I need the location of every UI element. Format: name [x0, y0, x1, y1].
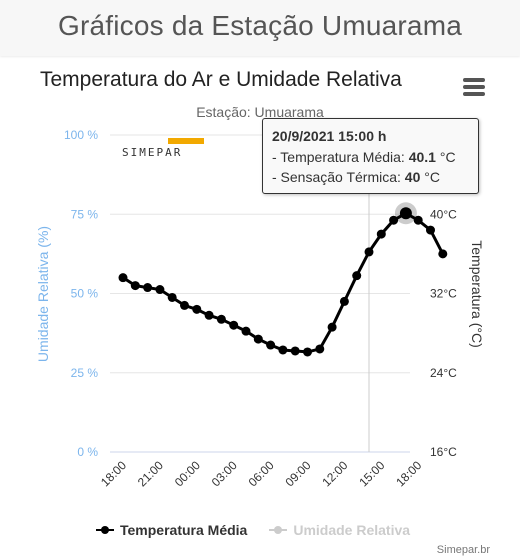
x-axis-ticks: 18:00 21:00 00:00 03:00 06:00 09:00 12:00 15:00…	[98, 458, 425, 489]
chart-subtitle: Estação: Umuarama	[196, 104, 324, 120]
x-axis-tick: 12:00	[319, 458, 350, 489]
right-axis-label: Temperatura (°C)	[469, 240, 485, 348]
left-axis-tick: 25 %	[71, 366, 99, 380]
temperature-point	[216, 314, 226, 324]
logo-text: SIMEPAR	[122, 146, 183, 159]
temperature-series	[118, 202, 448, 357]
legend-item-temperature[interactable]: Temperatura Média	[96, 522, 247, 538]
page-header: Gráficos da Estação Umuarama	[0, 0, 520, 56]
chart-plot: 0 %25 %50 %75 %100 % 16°C24°C32°C40°C48°…	[35, 128, 485, 489]
credits-link[interactable]: Simepar.br	[436, 544, 490, 556]
temperature-point	[413, 215, 423, 225]
legend-label-humidity: Umidade Relativa	[293, 522, 411, 538]
temperature-point	[253, 334, 263, 344]
temperature-point	[327, 322, 337, 332]
x-axis-tick: 15:00	[356, 458, 387, 489]
temperature-point	[130, 281, 140, 291]
temperature-point	[167, 292, 177, 302]
temperature-point	[180, 300, 189, 310]
left-axis-tick: 100 %	[64, 128, 98, 142]
temperature-point	[389, 215, 399, 225]
right-axis-tick: 16°C	[430, 445, 457, 459]
temperature-point	[399, 207, 412, 220]
right-axis-tick: 24°C	[430, 366, 457, 380]
x-axis-tick: 06:00	[246, 458, 277, 489]
x-axis-tick: 21:00	[135, 458, 166, 489]
tooltip-feel: - Sensação Térmica: 40 °C	[272, 169, 440, 185]
temperature-point	[241, 326, 251, 336]
temperature-point	[204, 310, 214, 320]
temperature-point	[364, 247, 374, 257]
tooltip-date: 20/9/2021 15:00 h	[272, 128, 387, 144]
temperature-point	[290, 346, 300, 356]
hamburger-menu-icon[interactable]	[463, 78, 485, 96]
temperature-point	[278, 345, 288, 355]
temperature-point	[339, 296, 349, 306]
chart-title: Temperatura do Ar e Umidade Relativa	[40, 68, 402, 91]
x-axis-tick: 00:00	[172, 458, 203, 489]
temperature-point	[303, 347, 312, 357]
legend-label-temperature: Temperatura Média	[120, 522, 248, 538]
left-axis-ticks: 0 % 25 % 50 % 75 % 100 %	[64, 128, 98, 459]
tooltip-temp: - Temperatura Média: 40.1 °C	[272, 149, 456, 165]
temperature-point	[352, 271, 362, 281]
temperature-point	[229, 320, 239, 330]
x-axis-tick: 18:00	[98, 458, 129, 489]
x-axis-tick: 09:00	[282, 458, 313, 489]
temperature-point	[315, 344, 325, 354]
chart-tooltip: 20/9/2021 15:00 h - Temperatura Média: 4…	[262, 118, 479, 194]
temperature-point	[143, 283, 153, 293]
left-axis-label: Umidade Relativa (%)	[35, 226, 51, 362]
x-axis-tick: 18:00	[393, 458, 424, 489]
x-axis-tick: 03:00	[209, 458, 240, 489]
left-axis-tick: 0 %	[77, 445, 98, 459]
temperature-point	[376, 229, 386, 239]
legend-item-humidity[interactable]: Umidade Relativa	[269, 522, 410, 538]
right-axis-tick: 40°C	[430, 207, 457, 221]
temperature-line	[122, 211, 445, 354]
page-title: Gráficos da Estação Umuarama	[58, 10, 462, 41]
simepar-logo: SIMEPAR	[122, 138, 204, 160]
chart-legend: Temperatura Média Umidade Relativa	[96, 522, 410, 538]
temperature-point	[438, 249, 448, 259]
temperature-point	[192, 304, 202, 314]
temperature-point	[118, 273, 128, 283]
left-axis-tick: 50 %	[71, 287, 99, 301]
temperature-point	[426, 225, 435, 235]
temperature-point	[266, 340, 276, 350]
left-axis-tick: 75 %	[71, 207, 99, 221]
temperature-point	[155, 285, 165, 295]
right-axis-tick: 32°C	[430, 287, 457, 301]
